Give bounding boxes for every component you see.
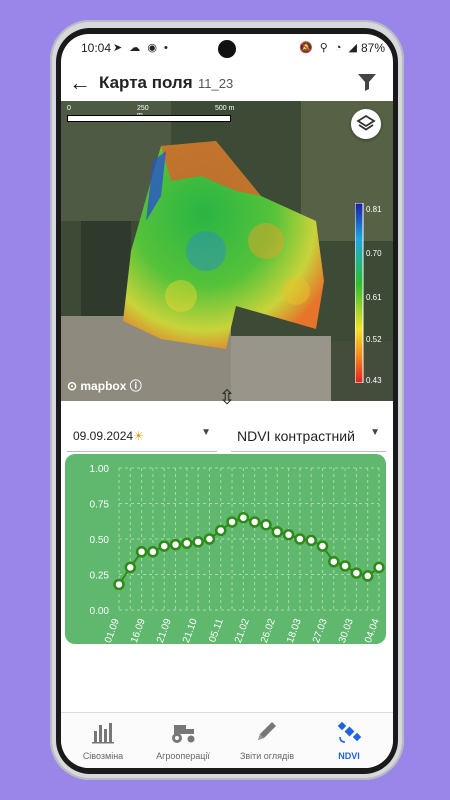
legend-label: 0.43 bbox=[366, 376, 382, 385]
index-value: NDVI контрастний bbox=[237, 428, 355, 444]
data-point bbox=[214, 524, 227, 537]
data-point bbox=[124, 561, 137, 574]
x-tick-label: 16.09 bbox=[129, 617, 148, 644]
index-dropdown[interactable]: NDVI контрастний ▼ bbox=[231, 417, 386, 452]
x-tick-label: 21.02 bbox=[233, 617, 252, 644]
dropdown-arrow-icon: ▼ bbox=[370, 427, 380, 438]
nav-item-inspection-reports[interactable]: Звіти оглядів bbox=[227, 719, 307, 761]
data-point bbox=[135, 546, 148, 558]
bottom-navigation: Сівозміна Агрооперації Звіти оглядів bbox=[61, 712, 393, 768]
front-camera bbox=[218, 40, 236, 58]
data-point bbox=[260, 519, 272, 531]
mapbox-wordmark: mapbox bbox=[80, 379, 127, 393]
scale-label-end: 500 m bbox=[215, 105, 235, 112]
x-tick-label: 04.04 bbox=[363, 617, 382, 644]
status-bar: 10:04 ➤ ☁ ◉ • 🔕 ⚲ ◔ ◢ 87% bbox=[61, 34, 393, 60]
ndvi-chart: 1.00 0.75 0.50 0.25 0.00 01.09 16.09 21.09 21.10… bbox=[65, 454, 386, 645]
data-point bbox=[282, 528, 295, 541]
data-point bbox=[192, 536, 204, 548]
pencil-icon bbox=[258, 722, 276, 740]
system-icons: 🔕 ⚲ ◔ ◢ bbox=[298, 42, 359, 54]
data-point bbox=[373, 561, 385, 574]
layers-icon bbox=[356, 114, 376, 131]
date-value: 09.09.2024☀ bbox=[73, 429, 144, 443]
data-point bbox=[158, 540, 170, 552]
y-tick-label: 1.00 bbox=[90, 464, 110, 475]
y-tick-label: 0.75 bbox=[90, 500, 110, 511]
x-tick-label: 26.02 bbox=[259, 617, 278, 644]
legend-label: 0.81 bbox=[366, 205, 382, 214]
app-screen: 10:04 ➤ ☁ ◉ • 🔕 ⚲ ◔ ◢ 87% ← Карта поля 1… bbox=[61, 34, 393, 768]
nav-label: NDVI bbox=[338, 751, 360, 761]
satellite-icon bbox=[337, 721, 362, 743]
sun-icon: ☀ bbox=[133, 429, 144, 443]
x-tick-label: 27.03 bbox=[311, 617, 330, 644]
field-map[interactable]: 0 250 m 500 m 0.81 0.70 0.61 0.52 0.43 ⊙… bbox=[61, 101, 393, 401]
page-title: Карта поля bbox=[99, 73, 193, 92]
nav-item-crop-rotation[interactable]: Сівозміна bbox=[63, 719, 143, 761]
data-point bbox=[203, 533, 216, 545]
data-point bbox=[305, 534, 317, 547]
data-point bbox=[294, 533, 306, 545]
data-point bbox=[181, 537, 193, 550]
dropdown-arrow-icon: ▼ bbox=[201, 427, 211, 438]
x-tick-label: 30.03 bbox=[337, 617, 356, 644]
x-tick-label: 01.09 bbox=[103, 617, 122, 644]
data-point bbox=[350, 567, 363, 579]
nav-item-ndvi[interactable]: NDVI bbox=[309, 719, 389, 761]
data-point bbox=[328, 555, 340, 568]
data-point bbox=[113, 578, 125, 591]
date-dropdown[interactable]: 09.09.2024☀ ▼ bbox=[67, 417, 217, 452]
data-point bbox=[147, 546, 159, 558]
y-tick-label: 0.00 bbox=[90, 606, 110, 617]
data-point bbox=[361, 570, 374, 582]
back-arrow-icon[interactable]: ← bbox=[69, 70, 91, 95]
notification-icons: ➤ ☁ ◉ • bbox=[113, 42, 170, 54]
field-id: 11_23 bbox=[198, 76, 234, 91]
y-tick-label: 0.50 bbox=[90, 535, 110, 546]
satellite-image bbox=[61, 101, 393, 401]
data-point bbox=[316, 540, 329, 552]
layers-button[interactable] bbox=[351, 109, 381, 139]
nav-label: Сівозміна bbox=[82, 751, 124, 761]
ndvi-legend-bar bbox=[355, 203, 364, 383]
nav-label: Агрооперації bbox=[156, 751, 210, 761]
data-point bbox=[237, 511, 250, 524]
data-point bbox=[271, 526, 284, 538]
legend-label: 0.61 bbox=[366, 293, 382, 302]
scale-label-start: 0 bbox=[67, 105, 71, 112]
tractor-icon bbox=[172, 725, 195, 743]
date-label: 09.09.2024 bbox=[73, 429, 134, 443]
x-tick-label: 05.11 bbox=[207, 617, 226, 644]
battery-level: 87% bbox=[360, 41, 385, 55]
nav-label: Звіти оглядів bbox=[239, 751, 295, 761]
data-point bbox=[226, 516, 238, 528]
filter-icon[interactable] bbox=[355, 70, 379, 94]
x-tick-label: 21.09 bbox=[155, 617, 174, 644]
scale-labels: 0 250 m 500 m bbox=[67, 105, 234, 119]
legend-label: 0.70 bbox=[366, 249, 382, 258]
y-tick-label: 0.25 bbox=[90, 571, 110, 582]
status-time: 10:04 bbox=[81, 41, 112, 55]
nav-item-agro-operations[interactable]: Агрооперації bbox=[143, 719, 223, 761]
data-point bbox=[248, 516, 261, 528]
mapbox-logo: ⊙ mapbox ⓘ bbox=[67, 379, 142, 393]
scale-bar bbox=[67, 115, 231, 122]
legend-label: 0.52 bbox=[366, 335, 382, 344]
x-tick-label: 21.10 bbox=[181, 617, 200, 644]
app-bar: ← Карта поля 11_23 bbox=[61, 64, 393, 104]
resize-handle-icon[interactable]: ⇳ bbox=[218, 387, 236, 409]
data-point bbox=[169, 538, 182, 551]
bar-chart-icon bbox=[92, 723, 114, 744]
x-tick-label: 18.03 bbox=[285, 617, 304, 644]
data-point bbox=[339, 560, 351, 572]
